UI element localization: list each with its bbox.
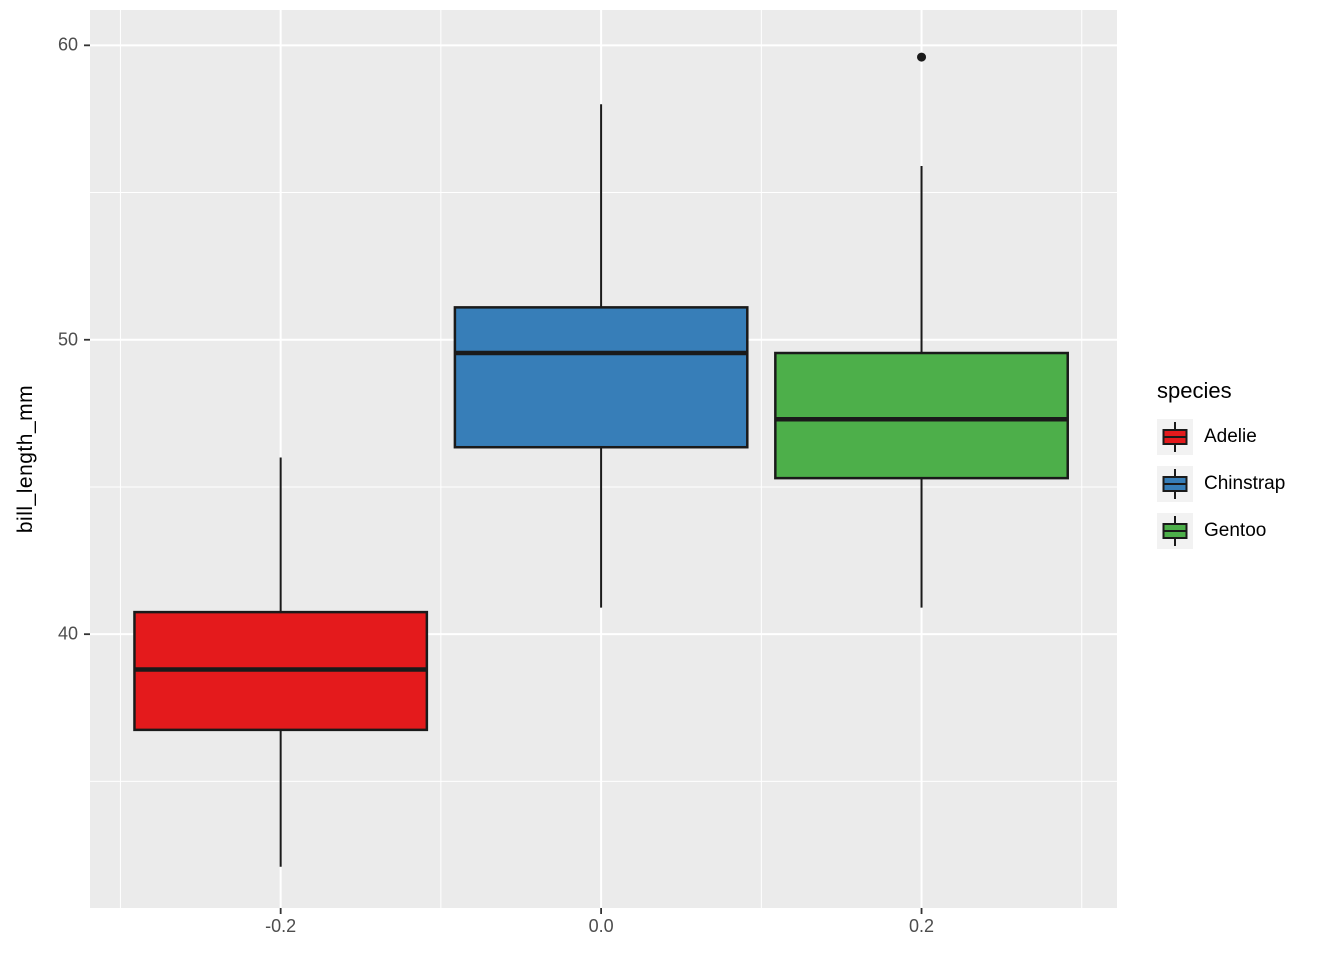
- legend-title: species: [1157, 378, 1232, 403]
- outlier-point: [917, 52, 927, 62]
- box: [774, 351, 1069, 480]
- boxplot-adelie: [133, 457, 429, 867]
- boxplot-chinstrap: [453, 104, 749, 608]
- y-axis-title: bill_length_mm: [14, 384, 37, 534]
- legend-item-label: Chinstrap: [1204, 472, 1286, 494]
- legend-item-gentoo: Gentoo: [1157, 507, 1285, 554]
- boxplot-key-icon: [1157, 465, 1193, 502]
- legend-item-chinstrap: Chinstrap: [1157, 460, 1285, 507]
- box: [453, 306, 749, 449]
- boxplot-key-icon: [1157, 512, 1193, 549]
- legend-item-adelie: Adelie: [1157, 413, 1285, 460]
- boxplot-key-icon: [1157, 418, 1193, 455]
- boxplot-gentoo: [774, 52, 1069, 608]
- legend-item-label: Adelie: [1204, 425, 1257, 447]
- legend-item-label: Gentoo: [1204, 519, 1267, 541]
- legend: species Adelie Chinstrap Gentoo: [1157, 378, 1285, 554]
